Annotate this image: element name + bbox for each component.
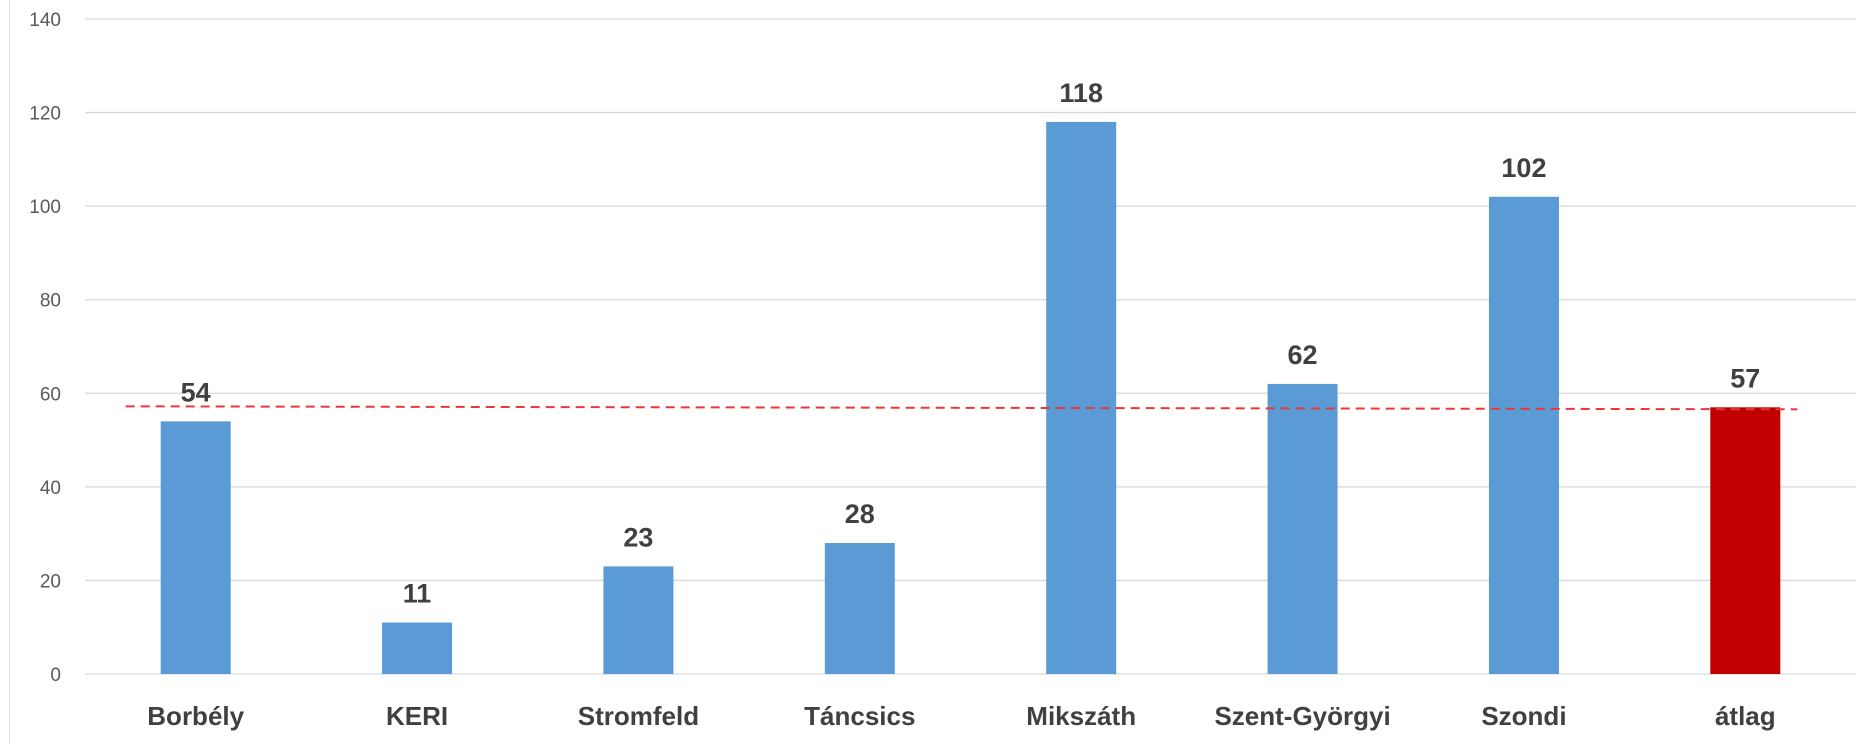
x-axis: Borbély KERI Stromfeld Táncsics Mikszáth Szen… — [147, 701, 1775, 731]
data-label: 102 — [1501, 153, 1546, 183]
bar-category — [1046, 121, 1117, 674]
gridlines — [85, 18, 1856, 675]
x-category-label: átlag — [1715, 701, 1776, 731]
y-axis: 0 20 40 60 80 100 120 140 — [29, 10, 61, 686]
data-label: 118 — [1059, 78, 1103, 108]
data-label: 62 — [1288, 340, 1318, 370]
data-label: 57 — [1730, 363, 1760, 393]
average-reference-line — [125, 405, 1798, 411]
x-category-label: Szent-Györgyi — [1214, 701, 1390, 731]
data-label: 11 — [403, 579, 432, 609]
y-tick-label: 120 — [29, 104, 61, 125]
y-tick-label: 140 — [29, 10, 61, 31]
y-tick-label: 80 — [40, 291, 61, 312]
y-tick-label: 20 — [40, 571, 61, 592]
bar-category — [1267, 383, 1338, 674]
bar-category — [382, 622, 453, 674]
x-category-label: Táncsics — [804, 701, 915, 731]
x-category-label: Mikszáth — [1026, 701, 1136, 731]
data-label: 54 — [181, 377, 211, 407]
average-line — [125, 405, 1798, 411]
x-category-label: Borbély — [147, 701, 244, 731]
bar-category — [603, 566, 674, 674]
bar-category — [1488, 196, 1559, 675]
chart-left-border — [9, 0, 10, 744]
y-tick-label: 60 — [40, 384, 61, 405]
x-category-label: Stromfeld — [578, 701, 699, 731]
bar-category — [160, 421, 231, 674]
x-category-label: KERI — [386, 701, 448, 731]
bar-category — [824, 543, 895, 674]
y-tick-label: 40 — [40, 478, 61, 499]
data-label: 23 — [623, 522, 653, 552]
data-labels: 54 11 23 28 118 62 102 57 — [181, 78, 1761, 609]
data-label: 28 — [845, 499, 875, 529]
bar-average — [1710, 407, 1781, 674]
y-tick-label: 100 — [29, 197, 61, 218]
x-category-label: Szondi — [1481, 701, 1566, 731]
bars — [160, 121, 1781, 675]
y-tick-label: 0 — [50, 665, 61, 686]
